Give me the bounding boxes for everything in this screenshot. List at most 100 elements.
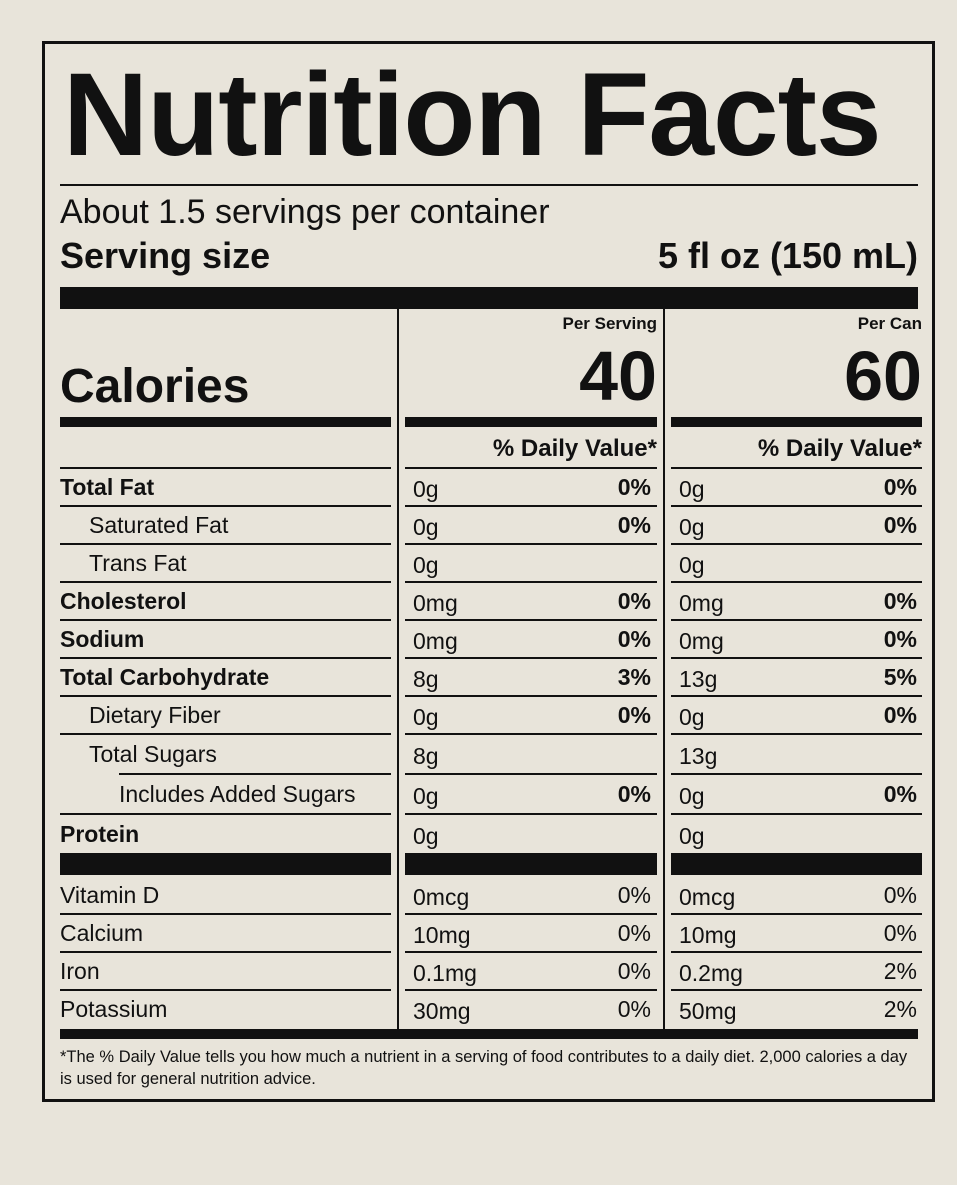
vitamin-can-dv: 0% (883, 920, 917, 946)
nutrient-can-amount: 0g (679, 514, 705, 540)
nutrient-name: Saturated Fat (89, 512, 229, 538)
title-divider (60, 184, 918, 186)
nutrient-name: Trans Fat (89, 550, 187, 576)
nutrient-can-dv: 5% (883, 664, 917, 690)
row-divider (671, 505, 922, 507)
row-divider (60, 989, 391, 991)
row-divider (60, 467, 391, 469)
nutrient-name: Cholesterol (60, 588, 187, 614)
row-divider (405, 773, 657, 775)
row-divider (671, 773, 922, 775)
nutrient-can-amount: 0mg (679, 590, 724, 616)
row-divider (405, 695, 657, 697)
row-divider (671, 695, 922, 697)
vitamin-serving-dv: 0% (617, 920, 651, 946)
servings-per-container: About 1.5 servings per container (60, 193, 550, 231)
nutrient-serving-dv: 0% (617, 626, 651, 652)
row-divider (60, 619, 391, 621)
row-divider (671, 581, 922, 583)
nutrient-name: Sodium (60, 626, 145, 652)
nutrition-facts-label: Nutrition Facts About 1.5 servings per c… (42, 41, 935, 1102)
nutrient-name: Dietary Fiber (89, 702, 221, 728)
row-divider (671, 733, 922, 735)
nutrient-serving-dv: 0% (617, 781, 651, 807)
column-divider-1 (397, 309, 399, 1030)
nutrient-name: Total Fat (60, 474, 155, 500)
row-divider (405, 989, 657, 991)
vitamin-serving-amount: 30mg (413, 998, 471, 1024)
nutrient-serving-amount: 8g (413, 743, 439, 769)
vitamin-can-amount: 10mg (679, 922, 737, 948)
calories-bar-mid (405, 417, 657, 427)
nutrient-serving-amount: 0g (413, 514, 439, 540)
row-divider (671, 467, 922, 469)
nutrient-serving-dv: 3% (617, 664, 651, 690)
vitamin-serving-amount: 10mg (413, 922, 471, 948)
row-divider (405, 619, 657, 621)
footnote: *The % Daily Value tells you how much a … (60, 1048, 908, 1088)
per-can-header: Per Can (857, 314, 922, 333)
daily-value-header-can: % Daily Value* (757, 435, 922, 462)
row-divider (405, 913, 657, 915)
vitamin-can-dv: 2% (883, 996, 917, 1022)
vitamin-bar-mid (405, 853, 657, 875)
nutrient-serving-dv: 0% (617, 474, 651, 500)
nutrient-can-dv: 0% (883, 626, 917, 652)
vitamin-bar-right (671, 853, 922, 875)
row-divider (405, 505, 657, 507)
row-divider (405, 951, 657, 953)
vitamin-can-dv: 0% (883, 882, 917, 908)
row-divider (60, 913, 391, 915)
vitamin-bar-left (60, 853, 391, 875)
row-divider (405, 467, 657, 469)
nutrient-can-dv: 0% (883, 702, 917, 728)
nutrient-serving-dv: 0% (617, 702, 651, 728)
vitamin-serving-amount: 0.1mg (413, 960, 477, 986)
nutrient-serving-amount: 0mg (413, 628, 458, 654)
vitamin-can-amount: 0.2mg (679, 960, 743, 986)
row-divider (60, 695, 391, 697)
per-serving-header: Per Serving (562, 314, 658, 333)
row-divider (60, 813, 391, 815)
row-divider (671, 543, 922, 545)
nutrient-serving-amount: 8g (413, 666, 439, 692)
nutrient-can-amount: 0g (679, 704, 705, 730)
vitamin-serving-dv: 0% (617, 882, 651, 908)
row-divider (119, 773, 391, 775)
nutrient-can-dv: 0% (883, 512, 917, 538)
nutrient-serving-dv: 0% (617, 512, 651, 538)
nutrient-can-amount: 13g (679, 666, 718, 692)
row-divider (60, 657, 391, 659)
label-title: Nutrition Facts (63, 49, 882, 181)
daily-value-header-serving: % Daily Value* (492, 435, 657, 462)
nutrient-serving-amount: 0g (413, 552, 439, 578)
calories-bar-right (671, 417, 922, 427)
vitamin-can-amount: 50mg (679, 998, 737, 1024)
nutrient-can-dv: 0% (883, 474, 917, 500)
row-divider (671, 951, 922, 953)
nutrient-can-amount: 13g (679, 743, 718, 769)
row-divider (405, 733, 657, 735)
nutrient-serving-amount: 0g (413, 704, 439, 730)
nutrient-can-amount: 0g (679, 783, 705, 809)
nutrient-can-amount: 0g (679, 476, 705, 502)
row-divider (671, 619, 922, 621)
serving-size-value: 5 fl oz (150 mL) (657, 235, 918, 276)
nutrient-serving-amount: 0mg (413, 590, 458, 616)
row-divider (671, 913, 922, 915)
vitamin-name: Iron (60, 958, 100, 984)
nutrient-can-dv: 0% (883, 588, 917, 614)
row-divider (405, 813, 657, 815)
row-divider (60, 581, 391, 583)
vitamin-can-dv: 2% (883, 958, 917, 984)
vitamin-serving-amount: 0mcg (413, 884, 470, 910)
row-divider (405, 543, 657, 545)
row-divider (671, 813, 922, 815)
nutrient-name: Total Carbohydrate (60, 664, 270, 690)
column-divider-2 (663, 309, 665, 1030)
row-divider (671, 989, 922, 991)
thick-divider-bottom (60, 1029, 918, 1039)
serving-size-label: Serving size (60, 235, 271, 276)
nutrient-serving-amount: 0g (413, 476, 439, 502)
nutrient-serving-amount: 0g (413, 823, 439, 849)
